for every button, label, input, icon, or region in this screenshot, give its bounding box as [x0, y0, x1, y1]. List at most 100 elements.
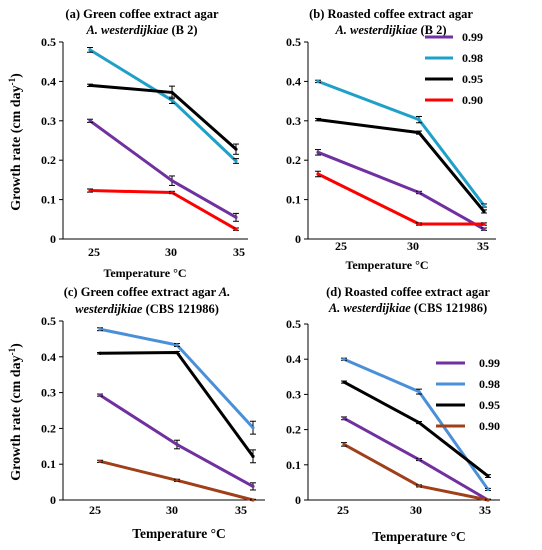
data-point: [417, 420, 421, 425]
data-point: [175, 478, 179, 482]
y-tick-label: 0.4: [286, 74, 301, 88]
series-line: [343, 357, 490, 491]
data-point: [486, 487, 490, 492]
data-point: [417, 190, 421, 195]
data-point: [88, 48, 92, 52]
data-point: [234, 147, 238, 151]
y-axis-label-text: Growth rate (cm day-1): [7, 73, 24, 211]
data-point: [234, 215, 238, 219]
y-tick-label: 0.3: [41, 114, 56, 128]
legend-label-0-99: 0.99: [479, 356, 500, 370]
chart-subtitle-tail: (B 2): [168, 23, 197, 37]
data-point: [251, 454, 255, 458]
x-tick-label: 30: [410, 503, 422, 517]
data-point: [316, 118, 320, 122]
data-point: [316, 79, 320, 83]
chart-panel-d: (d) Roasted coffee extract agar A. wester…: [286, 285, 500, 544]
data-point: [98, 393, 102, 397]
chart-subtitle: A. westerdijkiae (B 2): [334, 23, 446, 37]
data-point: [482, 203, 486, 208]
legend: 0.99 0.98 0.95 0.90: [436, 356, 500, 433]
chart-subtitle-italic: westerdijkiae: [75, 302, 143, 316]
x-tick-label: 30: [407, 239, 419, 253]
y-tick-label: 0.2: [286, 423, 301, 437]
data-point: [342, 380, 346, 384]
x-tick-label: 35: [233, 245, 245, 259]
series-0-98: [341, 357, 491, 492]
y-tick-label: 0.1: [286, 193, 301, 207]
data-point: [170, 90, 174, 95]
data-point: [482, 209, 486, 214]
chart-title: (a) Green coffee extract agar: [65, 7, 219, 21]
chart-panel-b: (b) Roasted coffee extract agar A. wester…: [286, 7, 496, 272]
series-0-90: [97, 459, 256, 502]
data-point: [175, 350, 179, 355]
y-tick-label: 0.2: [41, 153, 56, 167]
legend: 0.99 0.98 0.95 0.90: [425, 30, 483, 107]
y-tick-label: 0.4: [286, 352, 301, 366]
legend-label-0-95: 0.95: [479, 398, 500, 412]
data-point: [88, 119, 92, 123]
series-0-90: [341, 442, 491, 502]
data-point: [417, 457, 421, 462]
chart-subtitle-italic: A. westerdijkiae: [328, 301, 411, 315]
data-point: [234, 159, 238, 163]
y-tick-label: 0.3: [286, 387, 301, 401]
series-0-90: [315, 170, 487, 226]
series-0-98: [97, 327, 256, 435]
data-point: [234, 227, 238, 231]
x-tick-label: 25: [88, 245, 100, 259]
data-point: [342, 442, 346, 446]
chart-title: (c) Green coffee extract agar A.: [64, 285, 231, 299]
panels: (a) Green coffee extract agar A. westerdi…: [41, 7, 500, 544]
y-tick-label: 0.3: [41, 386, 56, 400]
series-0-95: [341, 380, 491, 478]
legend-label-0-99: 0.99: [462, 30, 483, 44]
data-point: [417, 389, 421, 394]
series-0-98: [315, 79, 487, 208]
series-line: [343, 443, 489, 502]
y-tick-label: 0.5: [41, 314, 56, 328]
y-tick-label: 0.1: [41, 193, 56, 207]
x-tick-label: 35: [479, 503, 491, 517]
x-tick-label: 30: [165, 245, 177, 259]
chart-subtitle-italic: A. westerdijkiae: [85, 23, 168, 37]
legend-label-0-95: 0.95: [462, 72, 483, 86]
y-tick-label: 0.4: [41, 350, 56, 364]
legend-label-0-98: 0.98: [462, 51, 483, 65]
series-0-99: [315, 149, 487, 231]
data-point: [486, 474, 490, 478]
chart-panel-a: (a) Green coffee extract agar A. westerdi…: [41, 7, 248, 280]
data-point: [316, 172, 320, 176]
y-tick-label: 0.5: [286, 35, 301, 49]
chart-subtitle-italic: A. westerdijkiae: [334, 23, 417, 37]
data-point: [170, 98, 174, 102]
y-tick-label: 0: [295, 493, 301, 507]
y-tick-label: 0: [50, 232, 56, 246]
data-point: [170, 190, 174, 195]
x-axis-label: Temperature °C: [103, 266, 186, 280]
y-tick-label: 0: [295, 232, 301, 246]
x-tick-label: 25: [89, 503, 101, 517]
data-point: [482, 227, 486, 231]
data-point: [98, 459, 102, 463]
chart-panel-c: (c) Green coffee extract agar A. westerdi…: [41, 285, 265, 541]
x-tick-label: 35: [235, 503, 247, 517]
data-point: [342, 357, 346, 361]
series-line: [89, 119, 237, 219]
legend-label-0-98: 0.98: [479, 377, 500, 391]
data-point: [88, 188, 92, 193]
chart-subtitle: A. westerdijkiae (B 2): [85, 23, 197, 37]
x-tick-label: 25: [335, 239, 347, 253]
chart-subtitle-tail: (CBS 121986): [142, 302, 218, 316]
data-point: [170, 179, 174, 183]
data-point: [486, 498, 490, 502]
data-point: [482, 222, 486, 226]
x-axis-label: Temperature °C: [345, 258, 428, 272]
chart-subtitle: westerdijkiae (CBS 121986): [75, 302, 219, 316]
y-axis-label-top: Growth rate (cm day-1): [7, 73, 24, 211]
x-axis-label: Temperature °C: [132, 526, 226, 541]
series-line: [317, 118, 486, 213]
series-0-99: [97, 393, 256, 491]
